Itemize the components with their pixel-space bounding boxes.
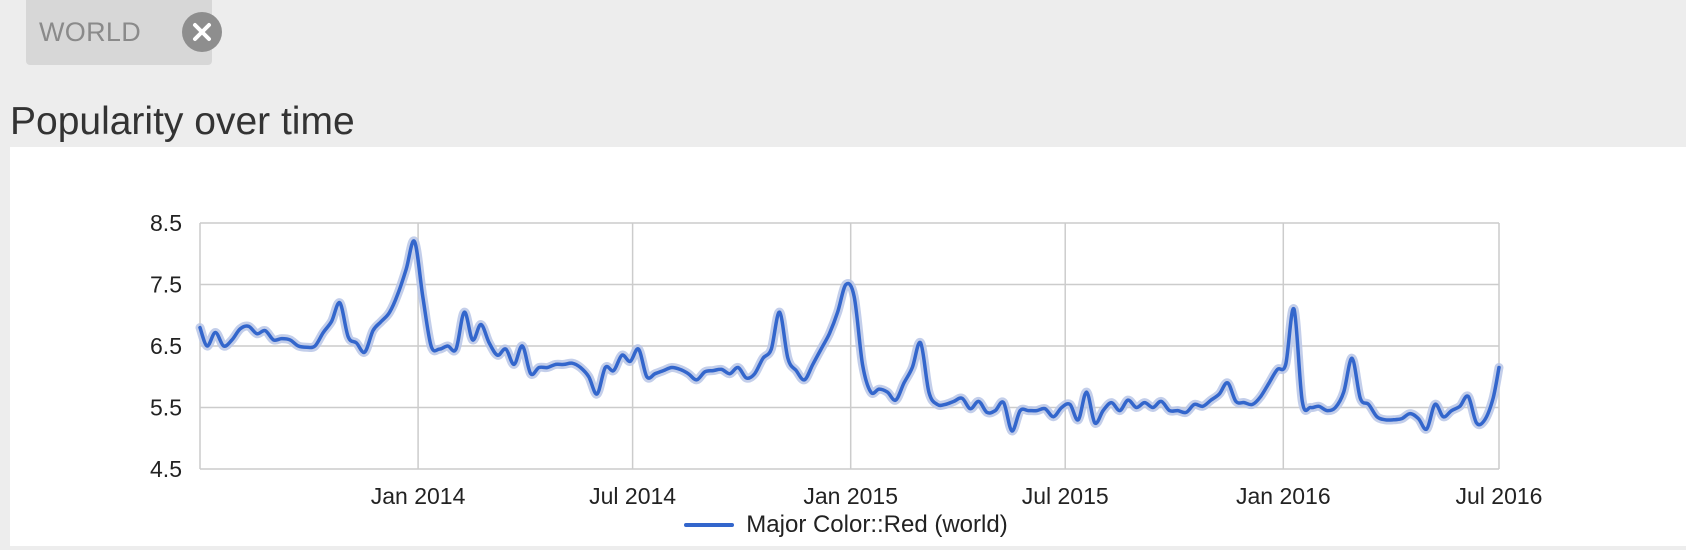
y-tick-label: 8.5 xyxy=(150,210,182,236)
close-icon[interactable] xyxy=(182,12,222,52)
x-tick-label: Jul 2016 xyxy=(1456,483,1543,507)
x-tick-label: Jul 2015 xyxy=(1022,483,1109,507)
x-tick-label: Jul 2014 xyxy=(589,483,676,507)
x-tick-label: Jan 2016 xyxy=(1236,483,1331,507)
y-tick-label: 6.5 xyxy=(150,333,182,359)
legend-swatch xyxy=(684,523,735,527)
section-title: Popularity over time xyxy=(10,100,355,143)
chart-legend[interactable]: Major Color::Red (world) xyxy=(10,511,1686,539)
y-tick-label: 7.5 xyxy=(150,272,182,298)
x-tick-label: Jan 2014 xyxy=(371,483,466,507)
filter-chip-label: WORLD xyxy=(39,17,141,47)
legend-series-label: Major Color::Red (world) xyxy=(746,511,1008,538)
x-tick-label: Jan 2015 xyxy=(803,483,898,507)
y-tick-label: 5.5 xyxy=(150,395,182,421)
series-line xyxy=(198,239,1501,433)
chart-panel: 8.5 7.5 6.5 5.5 4.5 Jan 2014 Jul 2014 Jan 2015 J… xyxy=(10,147,1686,546)
popularity-line-chart: 8.5 7.5 6.5 5.5 4.5 Jan 2014 Jul 2014 Jan 2015 J… xyxy=(150,210,1543,507)
filter-chip-world[interactable]: WORLD xyxy=(26,0,222,65)
y-tick-label: 4.5 xyxy=(150,456,182,482)
